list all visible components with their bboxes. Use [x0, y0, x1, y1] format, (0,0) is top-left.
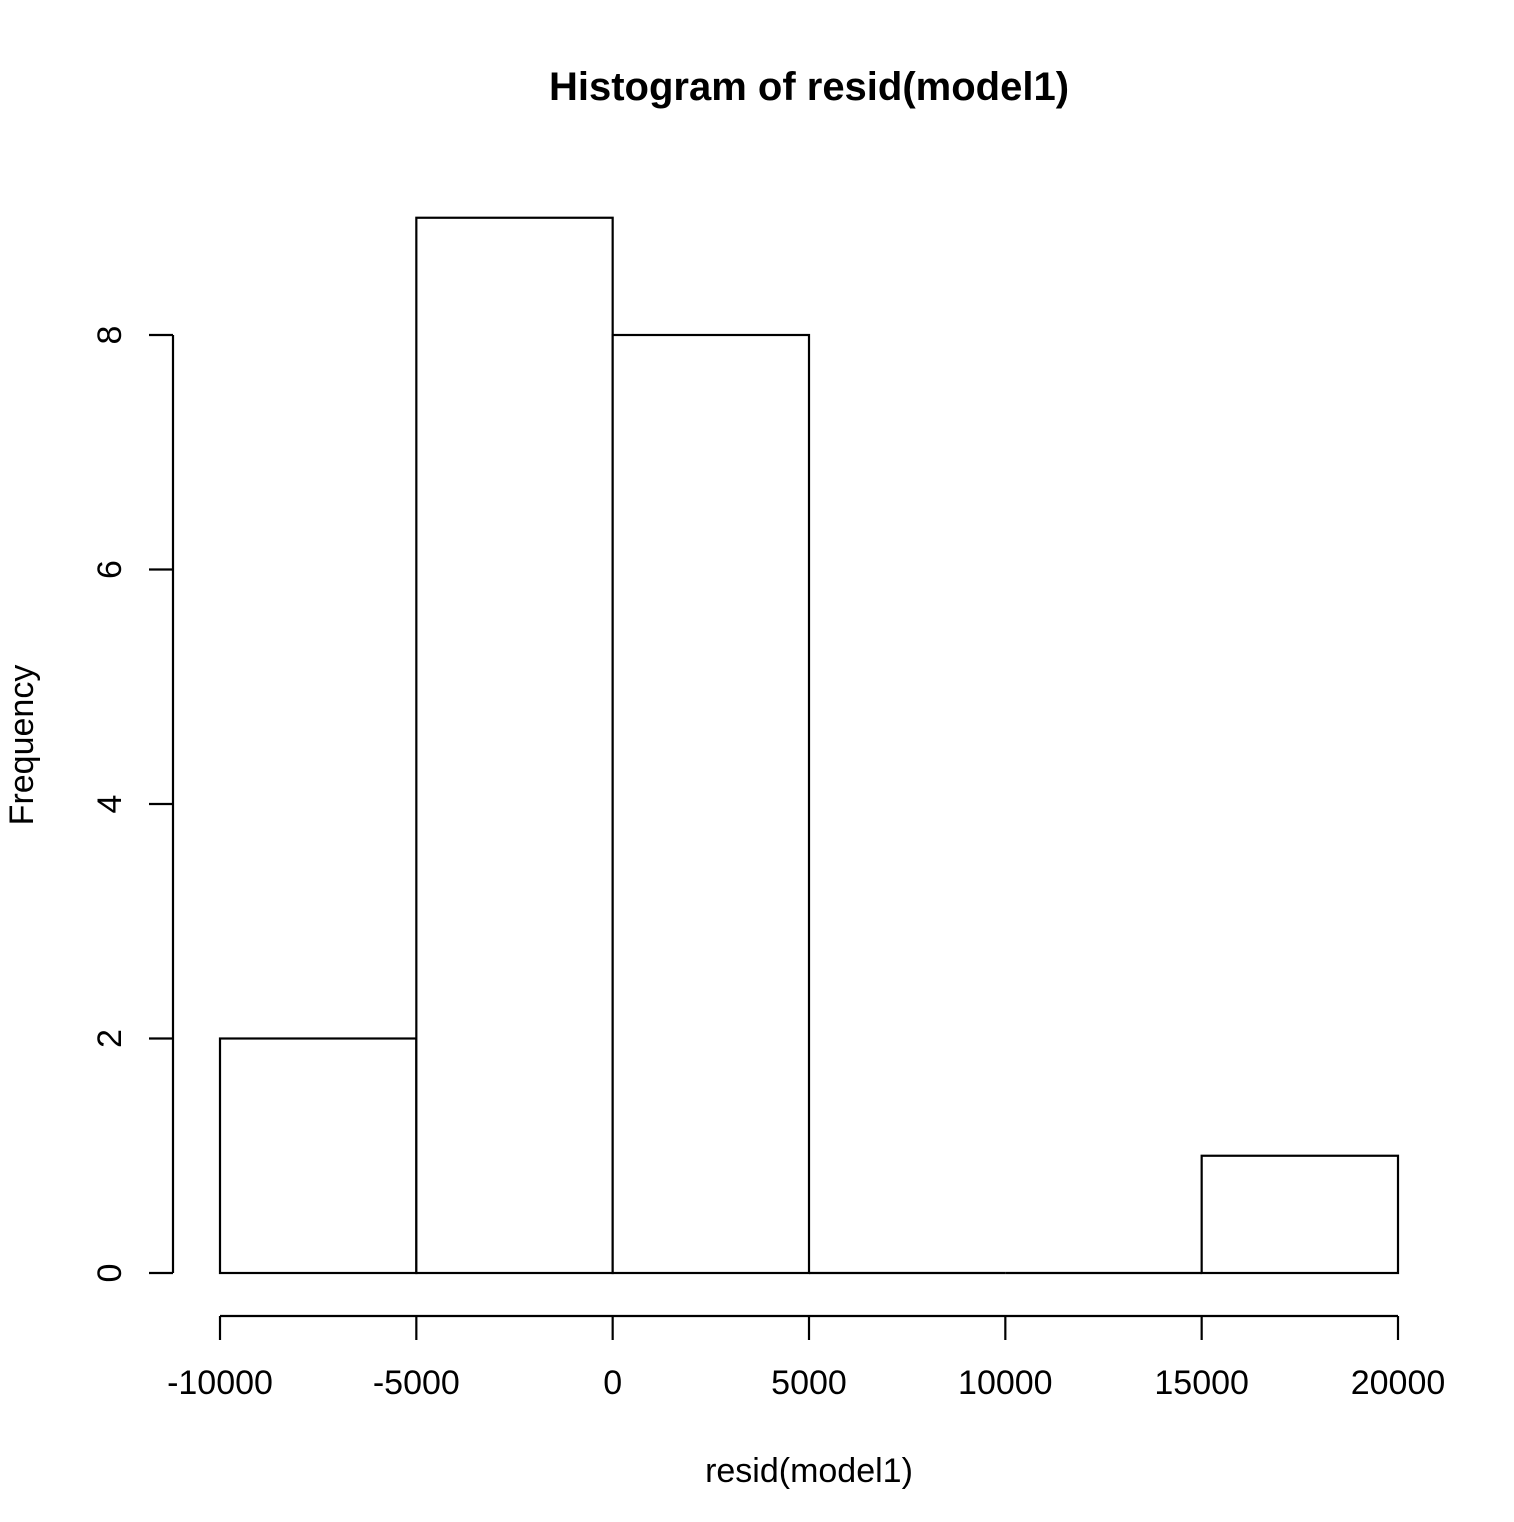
y-tick-label: 0	[91, 1264, 129, 1283]
y-axis: 0 2 4 6 8	[91, 326, 175, 1283]
x-tick-label: 20000	[1351, 1364, 1446, 1402]
y-tick-label: 8	[91, 326, 129, 345]
x-tick-label: 10000	[958, 1364, 1053, 1402]
x-tick-label: -10000	[167, 1364, 273, 1402]
histogram-bar	[611, 333, 811, 1275]
x-axis: -10000 -5000 0 5000 10000 15000 20000	[167, 1314, 1446, 1402]
y-tick-label: 2	[91, 1029, 129, 1048]
chart-title: Histogram of resid(model1)	[549, 65, 1069, 109]
bars-group	[218, 216, 1400, 1275]
histogram-bar	[415, 216, 614, 1275]
x-tick-label: -5000	[373, 1364, 460, 1402]
y-tick-label: 6	[91, 560, 129, 579]
y-tick-label: 4	[91, 795, 129, 814]
x-tick-label: 0	[603, 1364, 622, 1402]
histogram-bar	[218, 1037, 418, 1275]
y-axis-label: Frequency	[3, 665, 41, 826]
x-axis-label: resid(model1)	[705, 1452, 913, 1490]
x-tick-label: 15000	[1154, 1364, 1249, 1402]
histogram-bar	[1200, 1154, 1400, 1275]
x-tick-label: 5000	[771, 1364, 847, 1402]
